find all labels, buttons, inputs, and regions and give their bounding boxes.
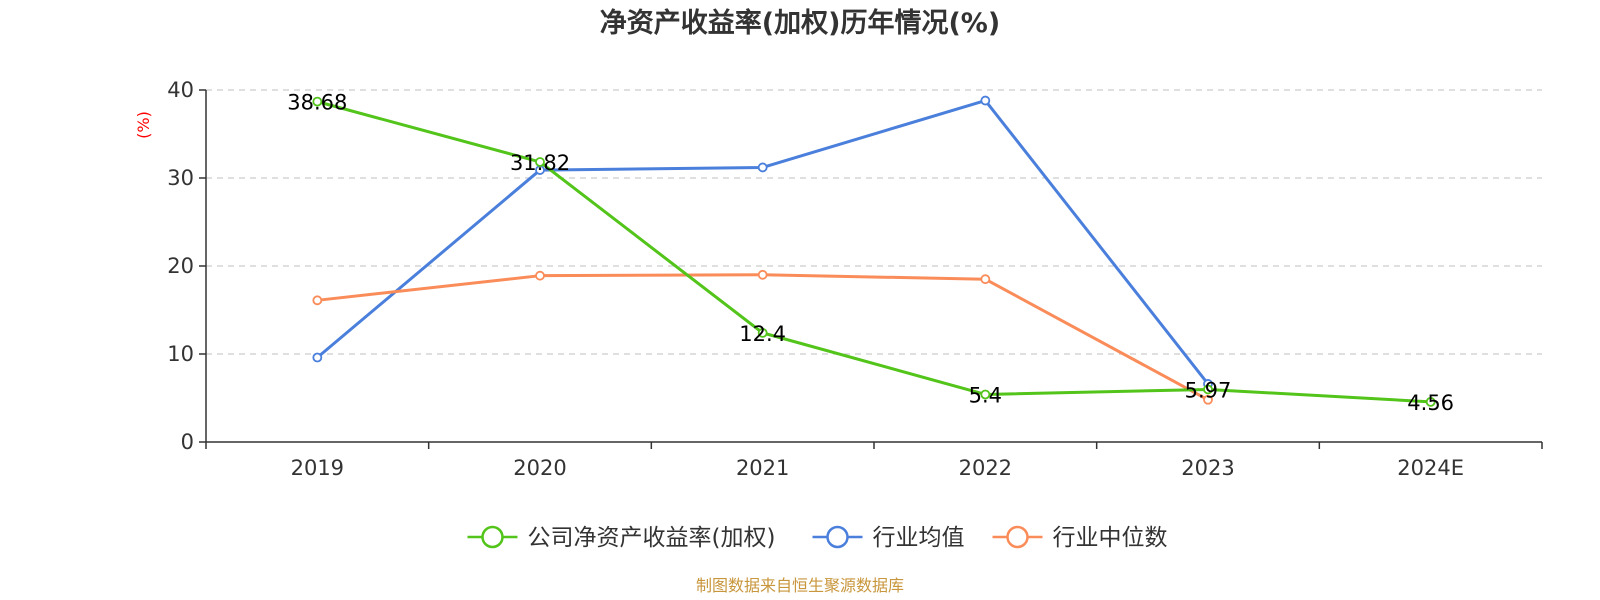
legend-item-1[interactable]: 行业均值 [812,525,965,551]
point-0-2022 [980,389,991,400]
x-tick-label-2024E: 2024E [1397,456,1464,480]
legend-label-0: 公司净资产收益率(加权) [528,525,776,551]
point-0-2023 [1203,384,1213,395]
chart-title: 净资产收益率(加权)历年情况(%) [600,7,1000,39]
y-axis-label: (%) [134,111,153,139]
y-tick-label-10: 10 [167,342,194,366]
x-tick-label-2023: 2023 [1181,456,1234,480]
legend-marker-1 [826,525,849,549]
point-0-2024E [1425,396,1436,407]
point-0-2021 [757,327,768,338]
legend-marker-2 [1006,525,1029,549]
legend-item-0[interactable]: 公司净资产收益率(加权) [467,525,776,551]
y-tick-label-20: 20 [167,254,194,278]
series-2 [312,269,1213,405]
data-label-2024E: 4.56 [1407,391,1454,415]
series-line-0 [316,100,1431,404]
x-tick-label-2021: 2021 [736,456,789,480]
legend-label-2: 行业中位数 [1053,525,1168,551]
point-2-2019 [312,295,323,306]
point-0-2019 [312,96,323,107]
point-2-2020 [535,270,545,281]
point-0-2020 [535,157,545,167]
legend-marker-0 [481,525,504,549]
grid-lines [206,89,1542,355]
y-tick-label-0: 0 [181,430,194,454]
series-1 [312,95,1213,389]
data-label-2020: 31.82 [510,151,570,175]
legend-item-2[interactable]: 行业中位数 [992,525,1168,551]
data-label-2019: 38.68 [287,91,347,115]
point-1-2021 [757,162,768,173]
legend-label-1: 行业均值 [873,525,965,551]
point-1-2022 [980,95,991,106]
x-tick-label-2020: 2020 [513,456,566,480]
data-label-2021: 12.4 [739,322,786,346]
series-lines [312,95,1436,407]
data-labels: 38.68 31.82 12.4 5.4 5.97 4.56 [287,91,1454,415]
point-2-2021 [757,269,768,280]
x-tick-label-2019: 2019 [291,456,344,480]
data-label-2023: 5.97 [1185,378,1232,402]
point-2-2022 [980,274,991,285]
point-2-2023 [1203,394,1213,405]
point-1-2019 [312,352,323,363]
y-tick-label-30: 30 [167,166,194,190]
y-tick-label-40: 40 [167,78,194,102]
data-label-2022: 5.4 [969,383,1002,407]
source-note: 制图数据来自恒生聚源数据库 [696,576,904,595]
series-0 [312,96,1436,407]
x-tick-label-2022: 2022 [959,456,1012,480]
axes: 0 10 20 30 40 2019 2020 2021 2022 2023 2024E [167,78,1543,480]
legend[interactable]: 公司净资产收益率(加权) 行业均值 行业中位数 [467,525,1168,551]
